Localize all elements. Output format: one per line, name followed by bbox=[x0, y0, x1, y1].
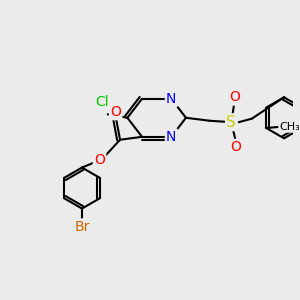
Text: O: O bbox=[94, 153, 105, 167]
Text: N: N bbox=[166, 92, 176, 106]
Text: O: O bbox=[110, 105, 121, 119]
Text: Cl: Cl bbox=[96, 95, 109, 109]
Text: CH₃: CH₃ bbox=[279, 122, 300, 132]
Text: Br: Br bbox=[74, 220, 90, 234]
Text: S: S bbox=[226, 115, 236, 130]
Text: O: O bbox=[230, 140, 241, 154]
Text: N: N bbox=[166, 130, 176, 144]
Text: O: O bbox=[229, 90, 240, 104]
